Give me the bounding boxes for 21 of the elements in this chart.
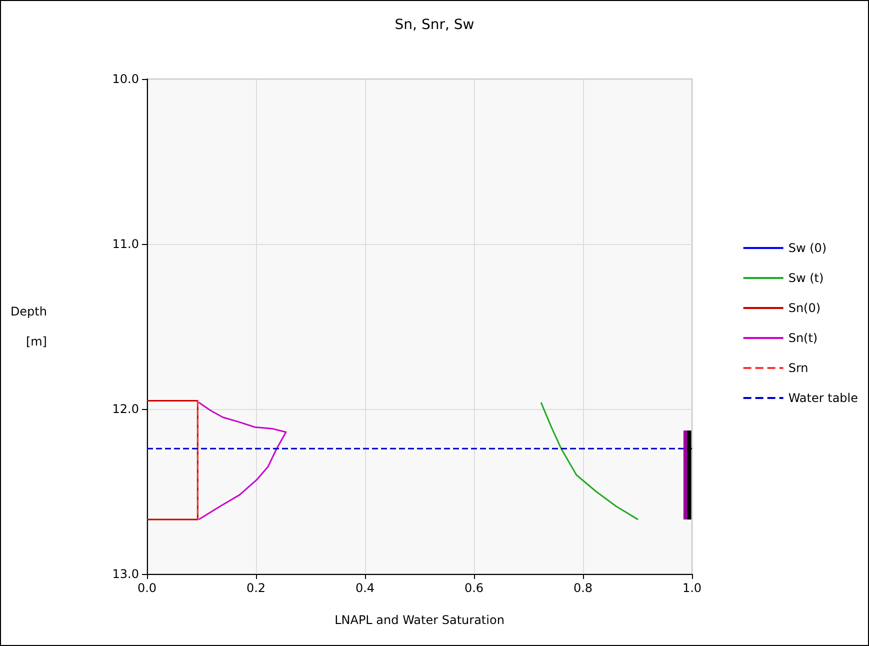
legend-label: Sw (0) — [788, 241, 827, 255]
y-tick-label: 13.0 — [112, 567, 139, 581]
x-tick-label: 0.4 — [355, 581, 375, 595]
x-tick-label: 0.0 — [137, 581, 157, 595]
legend-label: Sn(t) — [788, 331, 818, 345]
legend-label: Sw (t) — [788, 271, 824, 285]
x-tick-label: 0.8 — [573, 581, 593, 595]
x-tick-label: 0.6 — [464, 581, 484, 595]
legend-label: Water table — [788, 391, 858, 405]
y-tick-label: 12.0 — [112, 402, 139, 416]
y-tick-label: 10.0 — [112, 72, 139, 86]
x-tick-label: 1.0 — [682, 581, 702, 595]
legend-label: Srn — [788, 361, 808, 375]
y-tick-label: 11.0 — [112, 237, 139, 251]
legend-label: Sn(0) — [788, 301, 821, 315]
x-axis-title: LNAPL and Water Saturation — [334, 613, 504, 627]
x-tick-label: 0.2 — [246, 581, 266, 595]
line-series — [198, 402, 287, 520]
line-series — [540, 402, 639, 520]
text: Depth [m] — [10, 304, 47, 348]
chart-title: Sn, Snr, Sw — [394, 17, 474, 33]
